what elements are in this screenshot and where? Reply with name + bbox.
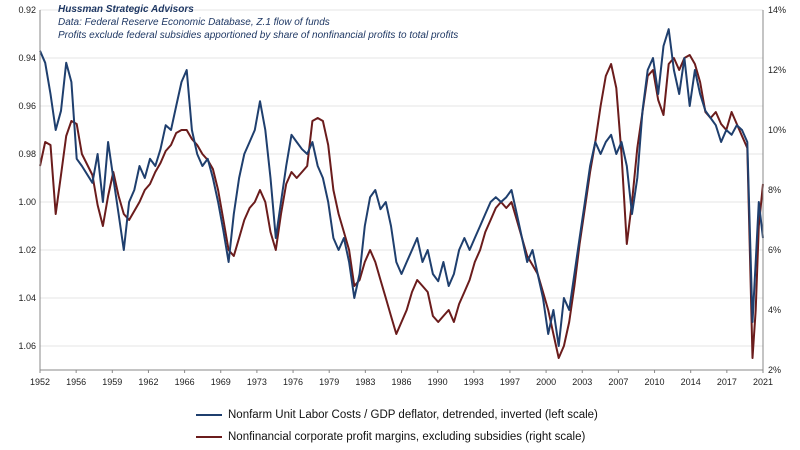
legend-swatch-margins <box>196 436 222 438</box>
right-tick-label: 6% <box>768 245 781 255</box>
right-tick-label: 12% <box>768 65 786 75</box>
x-tick-label: 1983 <box>355 377 375 387</box>
x-tick-label: 2007 <box>608 377 628 387</box>
left-tick-label: 0.94 <box>18 53 36 63</box>
legend-item-ulc: Nonfarm Unit Labor Costs / GDP deflator,… <box>196 404 598 426</box>
x-tick-label: 2021 <box>753 377 773 387</box>
x-tick-label: 1956 <box>66 377 86 387</box>
x-tick-label: 1997 <box>500 377 520 387</box>
x-tick-label: 1993 <box>464 377 484 387</box>
left-tick-label: 0.98 <box>18 149 36 159</box>
source-name: Hussman Strategic Advisors <box>58 4 194 15</box>
left-tick-label: 1.00 <box>18 197 36 207</box>
legend-label-margins: Nonfinancial corporate profit margins, e… <box>228 431 586 443</box>
x-tick-label: 1979 <box>319 377 339 387</box>
axes: 0.92 0.94 0.96 0.98 1.00 1.02 1.04 1.06 2% 4% 6% 8%… <box>18 5 786 387</box>
x-tick-label: 1952 <box>30 377 50 387</box>
left-tick-label: 1.06 <box>18 341 36 351</box>
x-tick-label: 2017 <box>717 377 737 387</box>
right-tick-label: 8% <box>768 185 781 195</box>
series-lines <box>39 28 764 359</box>
x-tick-label: 2010 <box>645 377 665 387</box>
x-tick-label: 2014 <box>681 377 701 387</box>
x-tick-label: 1966 <box>175 377 195 387</box>
series-line-profit-margins <box>39 54 764 359</box>
left-tick-label: 1.02 <box>18 245 36 255</box>
legend-swatch-ulc <box>196 414 222 416</box>
x-tick-label: 1962 <box>138 377 158 387</box>
x-tick-label: 1976 <box>283 377 303 387</box>
right-tick-label: 2% <box>768 365 781 375</box>
left-tick-label: 0.92 <box>18 5 36 15</box>
x-tick-label: 1969 <box>211 377 231 387</box>
x-tick-label: 1986 <box>391 377 411 387</box>
x-tick-label: 1959 <box>102 377 122 387</box>
series-line-unit-labor-costs <box>39 28 764 347</box>
left-tick-label: 1.04 <box>18 293 36 303</box>
grid <box>40 9 763 347</box>
legend-label-ulc: Nonfarm Unit Labor Costs / GDP deflator,… <box>228 409 598 421</box>
x-tick-label: 1973 <box>247 377 267 387</box>
right-tick-label: 10% <box>768 125 786 135</box>
right-tick-label: 4% <box>768 305 781 315</box>
x-tick-label: 2003 <box>572 377 592 387</box>
data-source-note: Data: Federal Reserve Economic Database,… <box>58 17 330 28</box>
profit-definition-note: Profits exclude federal subsidies apport… <box>58 30 459 41</box>
x-tick-label: 1990 <box>428 377 448 387</box>
legend: Nonfarm Unit Labor Costs / GDP deflator,… <box>196 404 598 448</box>
x-tick-label: 2000 <box>536 377 556 387</box>
legend-item-margins: Nonfinancial corporate profit margins, e… <box>196 426 598 448</box>
right-tick-label: 14% <box>768 5 786 15</box>
left-tick-label: 0.96 <box>18 101 36 111</box>
